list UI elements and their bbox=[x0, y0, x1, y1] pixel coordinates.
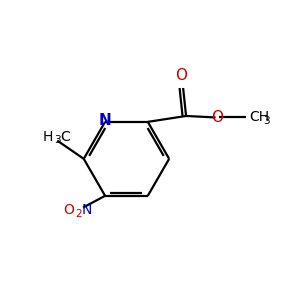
Text: 3: 3 bbox=[54, 135, 60, 145]
Text: CH: CH bbox=[249, 110, 269, 124]
Text: O: O bbox=[211, 110, 223, 125]
Text: N: N bbox=[82, 203, 92, 217]
Text: H: H bbox=[43, 130, 53, 144]
Text: N: N bbox=[99, 113, 112, 128]
Text: 3: 3 bbox=[263, 116, 270, 126]
Text: 2: 2 bbox=[75, 209, 82, 219]
Text: O: O bbox=[176, 68, 188, 83]
Text: O: O bbox=[63, 203, 74, 217]
Text: C: C bbox=[60, 130, 70, 144]
